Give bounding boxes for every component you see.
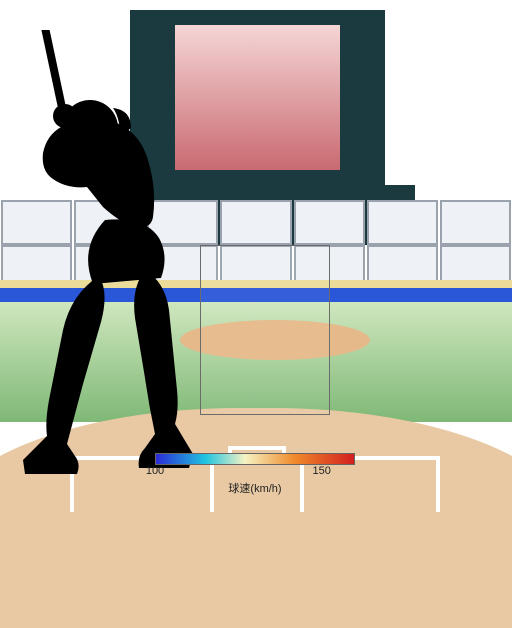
stand-box: [367, 200, 438, 245]
stand-box: [440, 200, 511, 245]
pitch-location-chart: 100150 球速(km/h): [0, 0, 512, 512]
plate-line: [436, 456, 440, 512]
legend-tick: 100: [146, 465, 164, 477]
batter-silhouette: [0, 30, 235, 480]
speed-legend-bar: [155, 453, 355, 465]
stand-box: [367, 245, 438, 285]
speed-legend-label: 球速(km/h): [155, 480, 355, 496]
speed-legend-ticks: 100150: [155, 465, 355, 479]
stand-box: [440, 245, 511, 285]
speed-legend: 100150 球速(km/h): [155, 453, 355, 496]
legend-tick: 150: [312, 465, 330, 477]
home-plate-top: [228, 446, 286, 450]
stand-box: [294, 200, 365, 245]
